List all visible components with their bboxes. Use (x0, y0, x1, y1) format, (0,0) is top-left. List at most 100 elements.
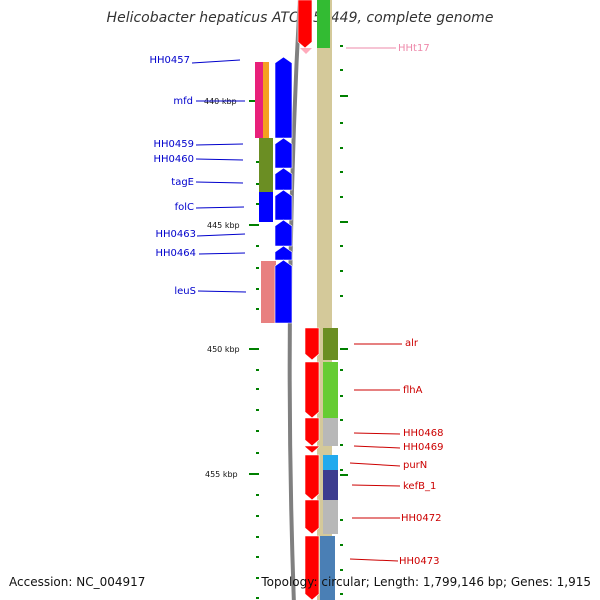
leader-line (191, 59, 241, 64)
minor-tick (256, 452, 259, 454)
minor-tick (340, 45, 343, 47)
reverse-gene-label: HH0468 (403, 428, 444, 439)
minor-tick (256, 288, 259, 290)
leader-line (195, 206, 245, 209)
reverse-gene-label: HH0472 (401, 513, 442, 524)
forward-gene-arrow (274, 189, 293, 221)
minor-tick (256, 161, 259, 163)
minor-tick (256, 494, 259, 496)
minor-tick (340, 196, 343, 198)
minor-tick (256, 536, 259, 538)
minor-tick (340, 395, 343, 397)
forward-gene-label: leuS (174, 286, 196, 297)
gene-arrows (274, 0, 320, 600)
accession-text: Accession: NC_004917 (9, 575, 146, 589)
cog-block (323, 455, 338, 470)
minor-tick (340, 469, 343, 471)
cog-block (317, 0, 330, 48)
minor-tick (340, 569, 343, 571)
minor-tick (256, 308, 259, 310)
reverse-gene-arrow (304, 454, 320, 501)
minor-tick (256, 369, 259, 371)
leader-line (353, 432, 401, 435)
genome-summary-text: Topology: circular; Length: 1,799,146 bp… (261, 575, 591, 589)
reverse-gene-label: HH0469 (403, 442, 444, 453)
reverse-gene-arrow (304, 445, 320, 454)
scale-tick-label: 445 kbp (207, 221, 240, 230)
reverse-gene-arrow (304, 327, 320, 361)
label-lines (191, 47, 402, 562)
forward-gene-arrow (274, 56, 293, 139)
forward-gene-label: folC (175, 202, 194, 213)
minor-tick (256, 245, 259, 247)
leader-line (195, 181, 244, 184)
cog-block (323, 362, 338, 418)
major-tick (340, 474, 348, 476)
reverse-gene-arrow (304, 499, 320, 535)
major-tick (340, 95, 348, 97)
reverse-gene-arrow (304, 535, 320, 600)
forward-gene-arrow (274, 245, 293, 261)
major-tick (249, 348, 259, 350)
gene-labels: HH0457 mfd HH0459 HH0460 tagE folC HH0463 HH046… (150, 43, 444, 567)
scale-tick-label: 455 kbp (205, 470, 238, 479)
minor-tick (340, 593, 343, 595)
leader-line (197, 290, 247, 293)
cog-block (259, 192, 273, 222)
reverse-gene-arrow (304, 361, 320, 419)
reverse-gene-label: kefB_1 (403, 481, 436, 492)
cog-block (323, 328, 338, 360)
forward-gene-label: HH0459 (154, 139, 195, 150)
minor-tick (340, 419, 343, 421)
reverse-gene-label: HH0473 (399, 556, 440, 567)
forward-gene-arrow (274, 259, 293, 324)
minor-tick (340, 171, 343, 173)
leader-line (196, 233, 246, 237)
cog-block (259, 138, 273, 192)
minor-tick (340, 295, 343, 297)
major-tick (249, 100, 259, 102)
minor-tick (256, 515, 259, 517)
forward-gene-label: tagE (171, 177, 194, 188)
forward-gene-label: mfd (173, 96, 193, 107)
cog-block (320, 536, 335, 600)
minor-tick (256, 409, 259, 411)
minor-tick (256, 388, 259, 390)
major-tick (249, 224, 259, 226)
cog-column (255, 0, 338, 600)
rna-gene-arrow (300, 48, 312, 54)
forward-gene-label: HH0463 (156, 229, 197, 240)
leader-line (351, 484, 401, 487)
minor-tick (256, 577, 259, 579)
reverse-strand-track (317, 0, 332, 600)
leader-line (195, 143, 244, 146)
reverse-gene-label: flhA (403, 385, 423, 396)
minor-tick (340, 270, 343, 272)
minor-tick (340, 245, 343, 247)
leader-line (198, 252, 246, 255)
leader-line (349, 558, 399, 562)
minor-tick (340, 147, 343, 149)
rna-gene-label: HHt17 (398, 43, 430, 54)
minor-tick (256, 430, 259, 432)
forward-gene-label: HH0464 (156, 248, 197, 259)
reverse-gene-arrow (304, 417, 320, 447)
reverse-gene-label: purN (403, 460, 427, 471)
minor-tick (256, 203, 259, 205)
cog-block (263, 62, 269, 138)
minor-tick (256, 267, 259, 269)
forward-gene-label: HH0460 (154, 154, 195, 165)
minor-tick (340, 444, 343, 446)
major-tick (340, 221, 348, 223)
minor-tick (256, 183, 259, 185)
major-tick (340, 348, 348, 350)
minor-tick (340, 69, 343, 71)
major-tick (249, 473, 259, 475)
cog-block (323, 500, 338, 534)
cog-block (323, 470, 338, 500)
minor-tick (340, 519, 343, 521)
scale-tick-label: 450 kbp (207, 345, 240, 354)
forward-gene-arrow (274, 219, 293, 247)
minor-tick (340, 122, 343, 124)
minor-tick (256, 597, 259, 599)
